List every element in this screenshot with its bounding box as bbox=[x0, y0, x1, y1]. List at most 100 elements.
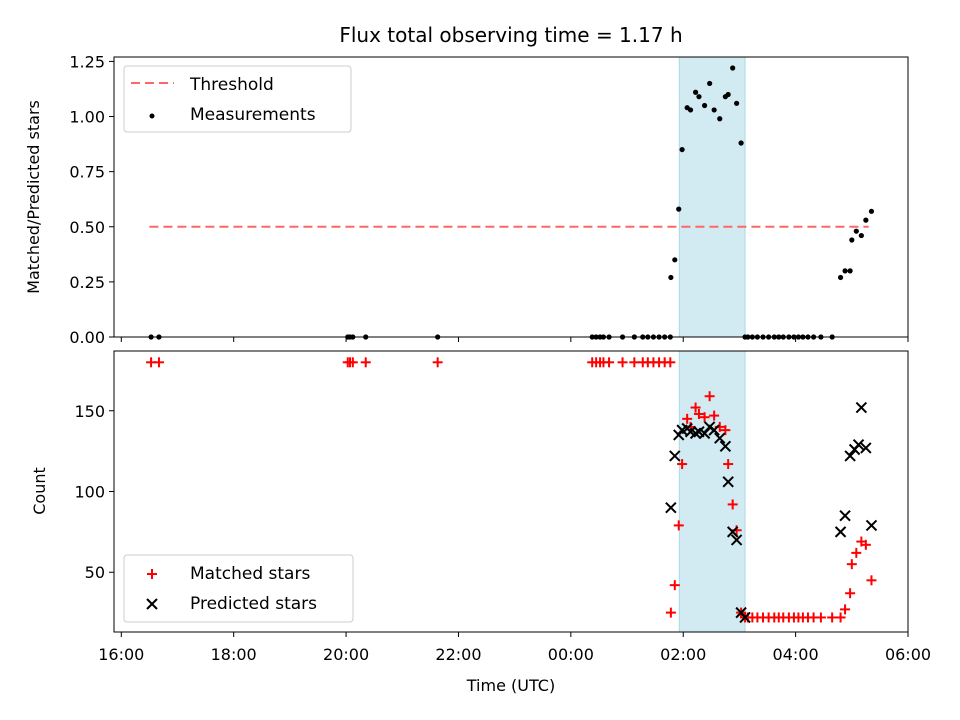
top-legend: Threshold Measurements bbox=[123, 65, 352, 133]
matched-star-marker bbox=[617, 357, 628, 368]
matched-star-marker bbox=[673, 520, 684, 531]
measurement-point bbox=[687, 107, 694, 113]
predicted-star-marker bbox=[860, 442, 872, 454]
matched-star-marker bbox=[845, 588, 856, 599]
predicted-star-marker bbox=[722, 476, 734, 488]
top-highlight-layer bbox=[678, 56, 746, 338]
bottom-legend: Matched stars Predicted stars bbox=[123, 554, 354, 623]
top-y-axis: 0.00 0.25 0.50 0.75 1.00 1.25 bbox=[69, 52, 114, 347]
measurement-point bbox=[868, 208, 875, 214]
top-y-tick-label: 1.25 bbox=[69, 52, 105, 71]
matched-star-marker bbox=[693, 408, 704, 419]
measurement-point bbox=[676, 206, 682, 212]
measurement-point bbox=[842, 268, 848, 274]
legend-measurements-swatch bbox=[149, 113, 155, 119]
measurement-point bbox=[725, 91, 731, 98]
bottom-panel: 50 100 150 16:00 18:00 20:00 22:00 00:00 02:00 0… bbox=[30, 350, 931, 695]
matched-star-marker bbox=[704, 391, 715, 402]
bottom-highlight-layer bbox=[678, 350, 746, 633]
matched-star-marker bbox=[669, 580, 680, 591]
measurement-point bbox=[853, 228, 859, 234]
chart-title: Flux total observing time = 1.17 h bbox=[339, 23, 682, 47]
measurement-point bbox=[730, 65, 736, 71]
matched-star-marker bbox=[835, 612, 846, 623]
top-legend-box bbox=[123, 65, 352, 133]
bottom-y-axis: 50 100 150 bbox=[74, 402, 114, 582]
top-y-tick-label: 0.50 bbox=[69, 218, 105, 237]
measurement-point bbox=[679, 146, 685, 153]
predicted-star-marker bbox=[855, 401, 868, 414]
measurement-point bbox=[672, 257, 678, 263]
x-tick-label: 06:00 bbox=[885, 645, 931, 664]
x-axis-label: Time (UTC) bbox=[466, 676, 555, 695]
matched-star-marker bbox=[677, 459, 688, 470]
x-tick-label: 02:00 bbox=[660, 645, 706, 664]
top-observing-span bbox=[678, 56, 746, 338]
matched-star-marker bbox=[866, 575, 877, 586]
bottom-y-tick-label: 150 bbox=[74, 402, 105, 421]
legend-matched-label: Matched stars bbox=[190, 564, 310, 584]
matched-star-marker bbox=[827, 612, 838, 623]
matched-star-marker bbox=[432, 357, 443, 368]
matched-star-marker bbox=[699, 412, 710, 423]
matched-star-marker bbox=[840, 604, 851, 615]
measurement-point bbox=[849, 237, 855, 243]
matched-star-marker bbox=[860, 539, 871, 550]
measurement-point bbox=[701, 102, 708, 109]
bottom-observing-span bbox=[678, 350, 746, 633]
matched-star-marker bbox=[815, 612, 826, 623]
top-axes-frame bbox=[113, 56, 909, 338]
matched-star-marker bbox=[347, 357, 358, 368]
x-tick-label: 16:00 bbox=[98, 645, 144, 664]
bottom-axes-frame bbox=[113, 350, 909, 633]
legend-predicted-label: Predicted stars bbox=[190, 594, 317, 614]
legend-measurements-label: Measurements bbox=[190, 105, 316, 125]
measurement-point bbox=[696, 94, 702, 100]
measurement-point bbox=[847, 268, 853, 274]
predicted-star-marker bbox=[669, 450, 681, 462]
matched-star-marker bbox=[665, 357, 676, 368]
bottom-y-tick-label: 100 bbox=[74, 483, 105, 502]
measurement-point bbox=[692, 89, 699, 95]
predicted-star-marker bbox=[844, 450, 856, 462]
top-panel: 0.00 0.25 0.50 0.75 1.00 1.25 Matched/Predict… bbox=[24, 52, 909, 347]
measurement-point bbox=[734, 100, 740, 106]
predicted-star-marker bbox=[839, 510, 851, 522]
measurement-point bbox=[837, 274, 844, 281]
matched-star-marker bbox=[682, 413, 693, 424]
predicted-star-marker bbox=[852, 438, 865, 451]
measurement-point bbox=[711, 107, 717, 113]
predicted-star-marker bbox=[689, 427, 702, 440]
measurement-point bbox=[863, 217, 869, 223]
predicted-star-marker bbox=[865, 519, 878, 532]
predicted-star-marker bbox=[726, 526, 739, 538]
top-y-tick-label: 0.75 bbox=[69, 163, 105, 182]
matched-star-marker bbox=[604, 357, 615, 368]
legend-predicted-swatch bbox=[146, 598, 158, 610]
matched-star-marker bbox=[727, 499, 738, 510]
measurement-point bbox=[738, 140, 744, 146]
measurement-point bbox=[858, 232, 864, 239]
predicted-star-marker bbox=[665, 501, 677, 514]
top-y-axis-label: Matched/Predicted stars bbox=[24, 100, 43, 294]
matched-star-marker bbox=[720, 425, 731, 436]
legend-matched-swatch bbox=[147, 569, 157, 579]
predicted-star-marker bbox=[708, 424, 720, 436]
bottom-y-axis-label: Count bbox=[30, 467, 49, 515]
predicted-star-marker bbox=[714, 432, 726, 444]
measurement-point bbox=[668, 274, 674, 281]
matched-star-marker bbox=[709, 410, 720, 421]
bottom-x-axis: 16:00 18:00 20:00 22:00 00:00 02:00 04:00 06:00 bbox=[98, 632, 931, 664]
predicted-stars-series bbox=[665, 401, 878, 624]
matched-star-marker bbox=[629, 357, 640, 368]
x-tick-label: 22:00 bbox=[435, 645, 481, 664]
matched-star-marker bbox=[690, 402, 701, 413]
legend-threshold-label: Threshold bbox=[189, 75, 274, 95]
matched-star-marker bbox=[846, 559, 857, 570]
top-y-tick-label: 0.25 bbox=[69, 273, 105, 292]
predicted-star-marker bbox=[730, 534, 743, 546]
top-y-tick-label: 1.00 bbox=[69, 108, 105, 127]
predicted-star-marker bbox=[739, 611, 751, 624]
matched-star-marker bbox=[360, 357, 371, 368]
